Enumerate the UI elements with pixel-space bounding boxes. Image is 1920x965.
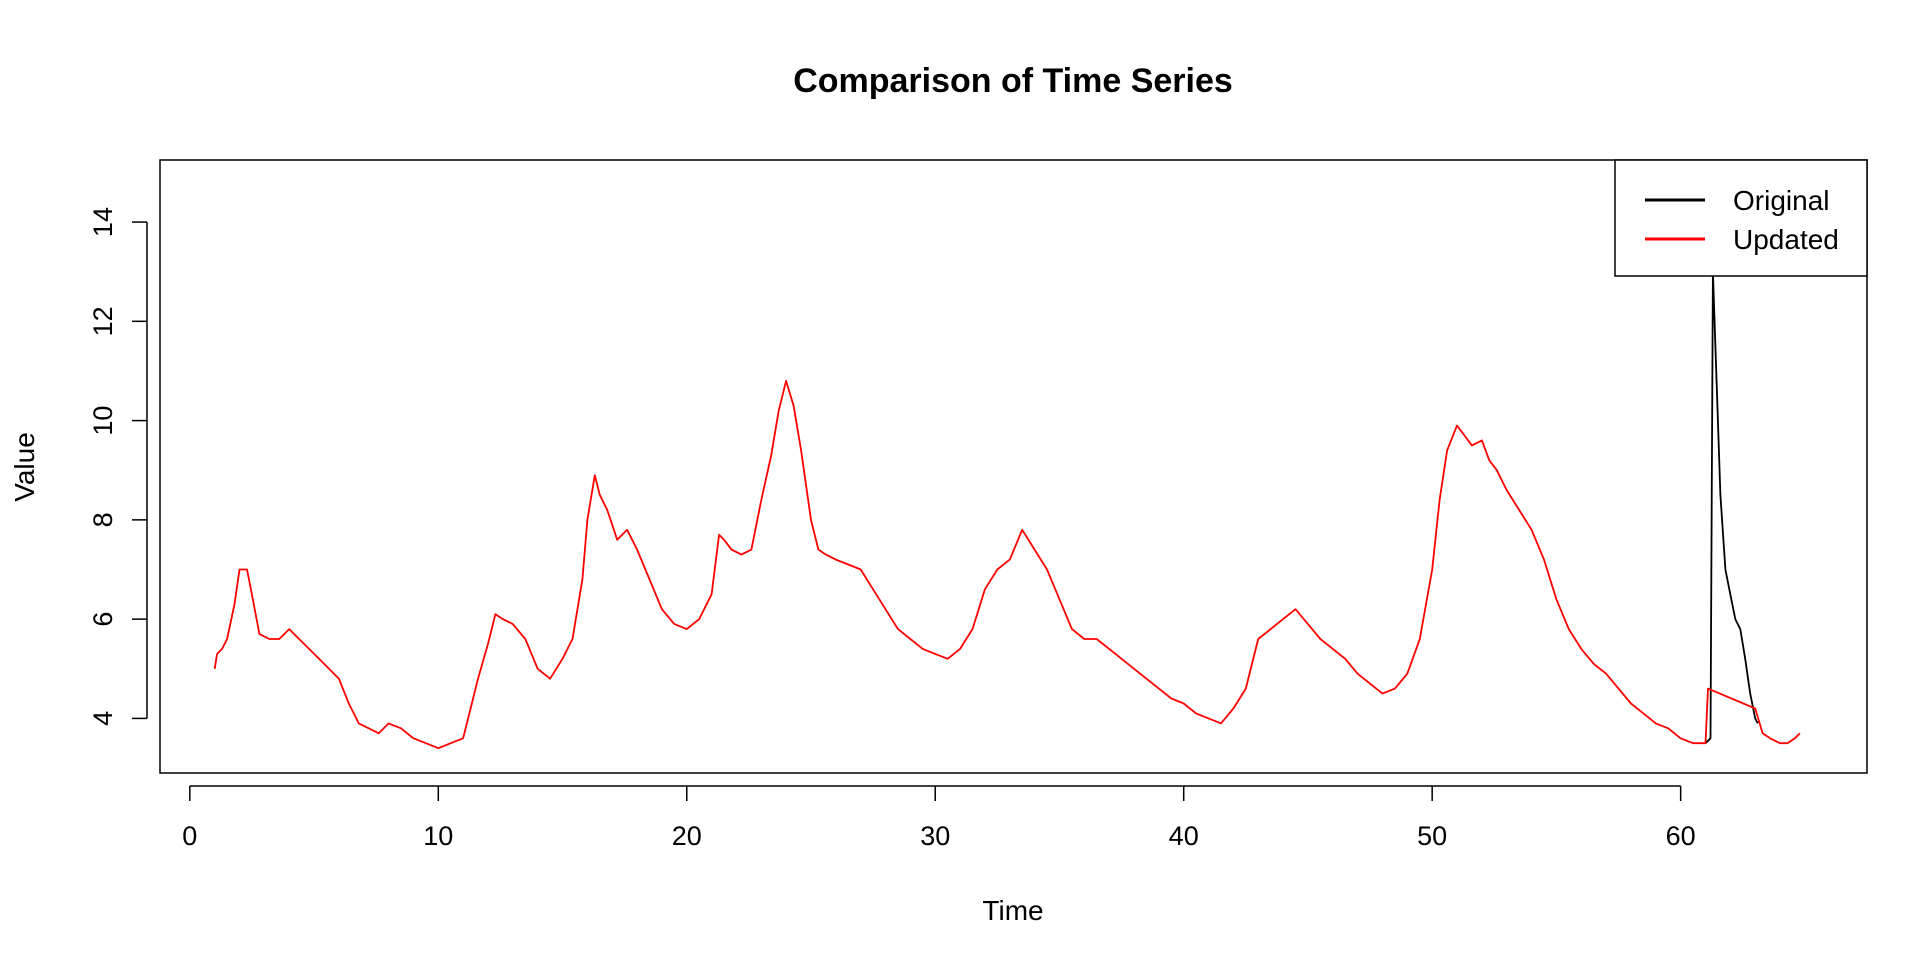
x-tick-label-10: 10 [423, 821, 453, 851]
series-layer [213, 270, 1801, 750]
x-tick-label-20: 20 [672, 821, 702, 851]
series-line-updated [213, 379, 1801, 750]
legend-label-original: Original [1733, 185, 1829, 216]
y-axis: 4 6 8 10 12 14 [88, 207, 148, 726]
y-tick-label-14: 14 [88, 207, 118, 237]
series-line-original [1704, 270, 1759, 744]
x-axis-title: Time [982, 895, 1043, 926]
x-tick-label-60: 60 [1666, 821, 1696, 851]
y-tick-label-8: 8 [88, 512, 118, 527]
y-tick-label-10: 10 [88, 406, 118, 436]
legend-label-updated: Updated [1733, 224, 1839, 255]
legend: Original Updated [1614, 159, 1868, 277]
chart-title: Comparison of Time Series [793, 62, 1233, 100]
y-tick-label-6: 6 [88, 612, 118, 627]
y-tick-label-4: 4 [88, 711, 118, 726]
legend-box [1614, 159, 1868, 277]
x-axis: 0 10 20 30 40 50 60 [182, 785, 1696, 851]
y-tick-label-12: 12 [88, 306, 118, 336]
plot-frame [159, 159, 1868, 774]
x-tick-label-30: 30 [920, 821, 950, 851]
x-tick-label-40: 40 [1169, 821, 1199, 851]
x-tick-label-0: 0 [182, 821, 197, 851]
x-tick-label-50: 50 [1417, 821, 1447, 851]
y-axis-title: Value [9, 432, 40, 502]
